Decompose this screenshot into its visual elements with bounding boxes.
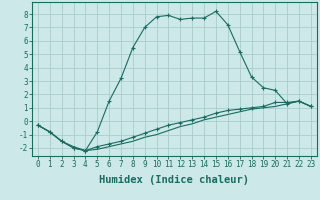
X-axis label: Humidex (Indice chaleur): Humidex (Indice chaleur) [100, 175, 249, 185]
